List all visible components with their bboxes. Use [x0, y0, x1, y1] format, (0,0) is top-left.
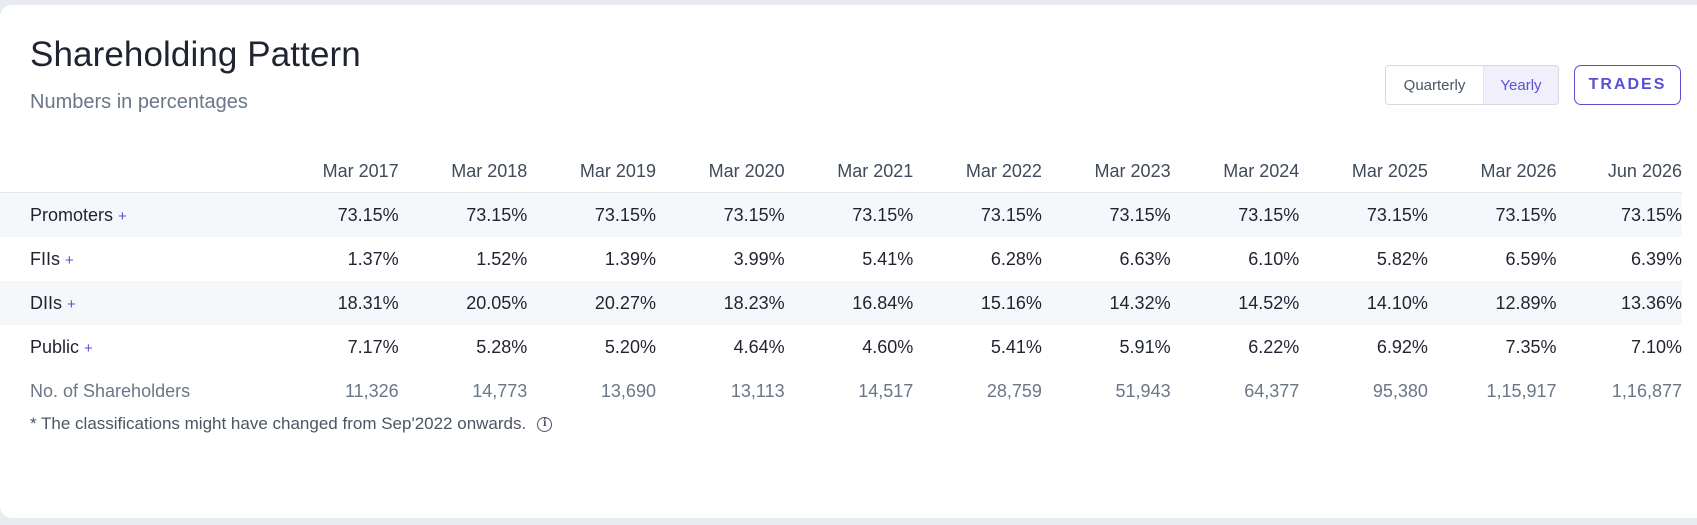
- column-header: Mar 2024: [1170, 150, 1300, 193]
- table-cell: 18.23%: [655, 281, 785, 325]
- table-cell: 6.22%: [1248, 336, 1300, 357]
- footnote: * The classifications might have changed…: [30, 414, 553, 434]
- column-header: Mar 2023: [1041, 150, 1171, 193]
- table-cell: 5.20%: [604, 336, 656, 357]
- table-cell: 15.16%: [913, 281, 1042, 325]
- shareholding-card: Shareholding Pattern Numbers in percenta…: [0, 5, 1697, 518]
- yearly-toggle-button[interactable]: Yearly: [1483, 66, 1558, 104]
- table-cell: 3.99%: [733, 248, 785, 269]
- table-cell: 5.41%: [990, 336, 1042, 357]
- table-row-public: Public + 7.17% 5.28% 5.20% 4.64% 4.60% 5.…: [0, 325, 1682, 369]
- table-cell: 1.37%: [347, 248, 399, 269]
- table-cell: 14.52%: [1170, 281, 1300, 325]
- table-cell: 73.15%: [1041, 192, 1171, 237]
- row-label-promoters[interactable]: Promoters +: [0, 192, 270, 237]
- column-header: Mar 2025: [1299, 150, 1428, 193]
- table-cell: 64,377: [1244, 380, 1300, 401]
- table-cell: 1.39%: [604, 248, 656, 269]
- table-cell: 13,690: [600, 380, 656, 401]
- table-cell: 73.15%: [527, 192, 656, 237]
- trades-button[interactable]: TRADES: [1574, 65, 1681, 105]
- table-cell: 14.10%: [1299, 281, 1428, 325]
- table-cell: 14.32%: [1041, 281, 1171, 325]
- table-cell: 14,773: [472, 380, 528, 401]
- table-cell: 73.15%: [913, 192, 1042, 237]
- table-cell: 6.92%: [1376, 336, 1428, 357]
- table-cell: 51,943: [1115, 380, 1171, 401]
- table-cell: 20.27%: [527, 281, 656, 325]
- page-title: Shareholding Pattern: [30, 35, 361, 74]
- table-cell: 73.15%: [655, 192, 785, 237]
- row-label-shareholders: No. of Shareholders: [30, 380, 191, 401]
- table-cell: 73.15%: [784, 192, 914, 237]
- table-cell: 7.35%: [1505, 336, 1557, 357]
- table-cell: 73.15%: [1427, 192, 1557, 237]
- expand-plus-icon[interactable]: +: [65, 251, 74, 269]
- column-header: Mar 2021: [784, 150, 914, 193]
- period-toggle: Quarterly Yearly: [1385, 65, 1559, 105]
- expand-plus-icon[interactable]: +: [118, 207, 127, 225]
- table-header-row: Mar 2017 Mar 2018 Mar 2019 Mar 2020 Mar …: [0, 150, 1682, 193]
- column-header: Mar 2019: [527, 150, 656, 193]
- column-header: Mar 2017: [270, 150, 399, 193]
- table-cell: 18.31%: [270, 281, 399, 325]
- table-cell: 14,517: [858, 380, 914, 401]
- column-header: Mar 2026: [1427, 150, 1557, 193]
- column-header: Mar 2022: [913, 150, 1042, 193]
- table-cell: 6.10%: [1248, 248, 1300, 269]
- table-cell: 4.64%: [733, 336, 785, 357]
- column-header: Mar 2018: [398, 150, 528, 193]
- table-cell: 1.52%: [476, 248, 528, 269]
- table-cell: 12.89%: [1427, 281, 1557, 325]
- row-label-text: Promoters: [30, 204, 114, 225]
- table-cell: 73.15%: [398, 192, 528, 237]
- table-cell: 6.39%: [1630, 248, 1682, 269]
- table-cell: 73.15%: [1170, 192, 1300, 237]
- info-icon[interactable]: i: [537, 416, 553, 432]
- table-cell: 5.91%: [1119, 336, 1171, 357]
- row-label-text: Public: [30, 336, 80, 357]
- table-cell: 5.41%: [862, 248, 914, 269]
- table-cell: 5.28%: [476, 336, 528, 357]
- table-cell: 4.60%: [862, 336, 914, 357]
- table-cell: 95,380: [1372, 380, 1428, 401]
- page-subtitle: Numbers in percentages: [30, 91, 248, 113]
- column-header: Mar 2020: [655, 150, 785, 193]
- table-cell: 11,326: [344, 380, 399, 401]
- table-cell: 20.05%: [398, 281, 528, 325]
- quarterly-toggle-button[interactable]: Quarterly: [1386, 66, 1483, 104]
- expand-plus-icon[interactable]: +: [84, 339, 93, 357]
- table-row-fiis: FIIs + 1.37% 1.52% 1.39% 3.99% 5.41% 6.28…: [0, 237, 1682, 281]
- table-cell: 16.84%: [784, 281, 914, 325]
- column-header: Jun 2026: [1556, 150, 1682, 193]
- table-cell: 13.36%: [1556, 281, 1682, 325]
- expand-plus-icon[interactable]: +: [67, 295, 76, 313]
- table-cell: 1,16,877: [1611, 380, 1682, 401]
- table-cell: 5.82%: [1376, 248, 1428, 269]
- shareholding-table: Mar 2017 Mar 2018 Mar 2019 Mar 2020 Mar …: [0, 150, 1682, 413]
- row-label-text: FIIs: [30, 248, 60, 269]
- table-cell: 1,15,917: [1486, 380, 1557, 401]
- table-cell: 7.10%: [1630, 336, 1682, 357]
- table-cell: 6.59%: [1505, 248, 1557, 269]
- table-row-diis: DIIs + 18.31% 20.05% 20.27% 18.23% 16.84%…: [0, 281, 1682, 325]
- row-label-diis[interactable]: DIIs +: [0, 281, 270, 325]
- header-label-cell: [0, 150, 270, 193]
- table-cell: 13,113: [730, 380, 785, 401]
- table-cell: 73.15%: [1556, 192, 1682, 237]
- table-cell: 73.15%: [1299, 192, 1428, 237]
- footnote-text: * The classifications might have changed…: [30, 414, 527, 433]
- table-row-promoters: Promoters + 73.15% 73.15% 73.15% 73.15% 7…: [0, 192, 1682, 237]
- table-cell: 6.28%: [990, 248, 1042, 269]
- table-row-shareholders: No. of Shareholders 11,326 14,773 13,690…: [0, 369, 1682, 413]
- table-cell: 73.15%: [270, 192, 399, 237]
- table-cell: 28,759: [986, 380, 1042, 401]
- row-label-public[interactable]: Public +: [0, 325, 270, 369]
- row-label-text: DIIs: [30, 292, 63, 313]
- table-cell: 7.17%: [347, 336, 399, 357]
- row-label-fiis[interactable]: FIIs +: [0, 237, 270, 281]
- table-cell: 6.63%: [1119, 248, 1171, 269]
